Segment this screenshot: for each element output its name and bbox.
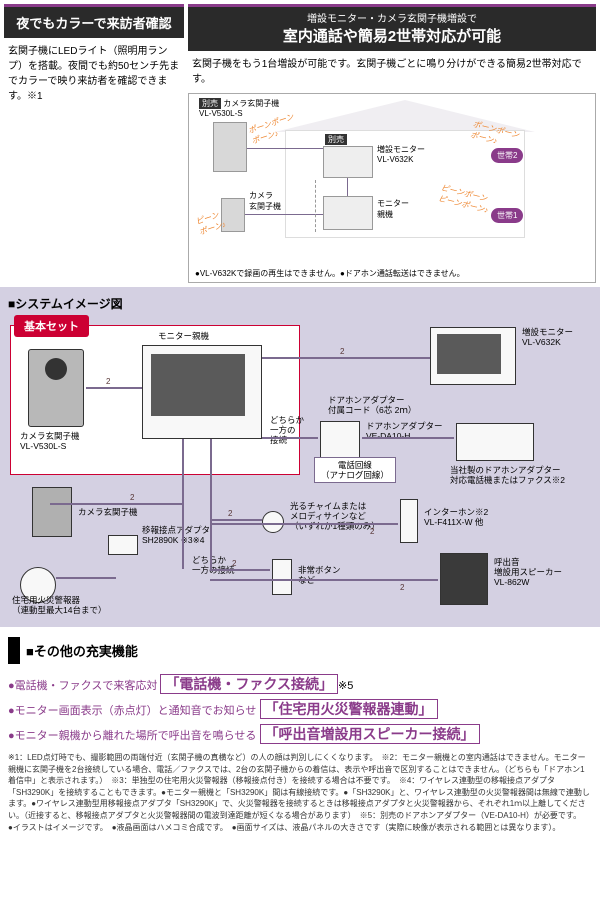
system-title: ■システムイメージ図 [8, 295, 592, 312]
sys-doorphone-label: カメラ玄関子機 VL-V530L-S [20, 431, 80, 451]
sys-ext-monitor-label: 増設モニター VL-V632K [522, 327, 573, 347]
betsubai-tag: 別売 カメラ玄関子機 VL-V530L-S [199, 98, 279, 118]
sys-chime-label: 光るチャイムまたは メロディサインなど （いずれか1種類のみ） [290, 501, 380, 532]
expansion-body: 玄関子機をもう1台増設が可能です。玄関子機ごとに鳴り分けができる簡易2世帯対応で… [188, 51, 596, 89]
doorphone2-label: カメラ 玄関子機 [249, 190, 281, 212]
feat2-pre: ●モニター画面表示（赤点灯）と通知音でお知らせ [8, 705, 256, 717]
features-heading: ■その他の充実機能 [8, 637, 592, 664]
house2-tag: 世帯2 [491, 148, 523, 163]
fine-print: ※1：LED点灯時でも、撮影範囲の両端付近（玄関子機の真横など）の人の顔は判別し… [8, 752, 592, 833]
sys-main-monitor [142, 345, 262, 439]
sys-speaker [440, 553, 488, 605]
night-body: 玄関子機にLEDライト（照明用ランプ）を搭載。夜間でも約50センチ先までカラーで… [4, 38, 184, 110]
betsubai-label: 別売 [199, 98, 221, 109]
feature-2: ●モニター画面表示（赤点灯）と通知音でお知らせ 「住宅用火災警報器連動」 [8, 699, 592, 719]
sys-fire-alarm-label: 住宅用火災警報器 （連動型最大14台まで） [12, 595, 106, 615]
betsubai-label-2: 別売 [325, 134, 347, 145]
feat3-hl: 「呼出音増設用スピーカー接続」 [260, 724, 480, 744]
sys-doorphone [28, 349, 84, 427]
main-monitor-label: モニター 親機 [377, 198, 409, 220]
ext-monitor-label: 増設モニター VL-V632K [377, 144, 425, 164]
feat1-hl: 「電話機・ファクス接続」 [160, 674, 338, 694]
main-monitor-device [323, 196, 373, 230]
ext-monitor-device [323, 146, 373, 178]
feature-1: ●電話機・ファクスで来客応対 「電話機・ファクス接続」※5 [8, 674, 592, 694]
night-color-panel: 夜でもカラーで来訪者確認 玄関子機にLEDライト（照明用ランプ）を搭載。夜間でも… [4, 4, 184, 283]
sys-adapter-cord-label: ドアホンアダプター 付属コード（6芯 2ｍ） [328, 395, 416, 415]
expansion-panel: 増設モニター・カメラ玄関子機増設で 室内通話や簡易2世帯対応が可能 玄関子機をも… [188, 4, 596, 283]
feature-3: ●モニター親機から離れた場所で呼出音を鳴らせる 「呼出音増設用スピーカー接続」 [8, 724, 592, 744]
betsubai-tag-2: 別売 [325, 134, 347, 145]
night-headline: 夜でもカラーで来訪者確認 [4, 4, 184, 38]
doorphone1-device [213, 122, 247, 172]
sys-interphone-label: インターホン※2 VL-F411X-W 他 [424, 507, 488, 527]
house-footnote: ●VL-V632Kで録画の再生はできません。●ドアホン通話転送はできません。 [195, 268, 589, 279]
sys-relay [108, 535, 138, 555]
sys-speaker-label: 呼出音 増設用スピーカー VL-862W [494, 557, 562, 588]
feat3-pre: ●モニター親機から離れた場所で呼出音を鳴らせる [8, 730, 256, 742]
sys-emergency-label: 非常ボタン など [298, 565, 341, 585]
sys-interphone [400, 499, 418, 543]
sys-main-monitor-label: モニター親機 [158, 331, 209, 341]
sys-doorphone2-label: カメラ玄関子機 [78, 507, 138, 517]
system-diagram: ■システムイメージ図 基本セット カメラ玄関子機 VL-V530L-S モニター… [0, 287, 600, 627]
house-shape: 別売 カメラ玄関子機 VL-V530L-S ポーンポーン ポーン♪ カメラ 玄関… [195, 100, 589, 240]
features-section: ■その他の充実機能 ●電話機・ファクスで来客応対 「電話機・ファクス接続」※5 … [0, 627, 600, 843]
sys-doorphone2 [32, 487, 72, 537]
feat1-pre: ●電話機・ファクスで来客応対 [8, 680, 157, 692]
house1-tag: 世帯1 [491, 208, 523, 223]
expansion-headline: 室内通話や簡易2世帯対応が可能 [283, 28, 501, 45]
sys-ext-monitor [430, 327, 516, 385]
expansion-headline-block: 増設モニター・カメラ玄関子機増設で 室内通話や簡易2世帯対応が可能 [188, 4, 596, 51]
feat1-post: ※5 [338, 680, 353, 692]
base-set-badge: 基本セット [14, 315, 89, 337]
top-row: 夜でもカラーで来訪者確認 玄関子機にLEDライト（照明用ランプ）を搭載。夜間でも… [0, 0, 600, 287]
sys-conn-one2: どちらか 一方の接続 [192, 555, 235, 575]
sys-chime [262, 511, 284, 533]
expansion-supertitle: 増設モニター・カメラ玄関子機増設で [192, 10, 592, 25]
sys-adapter-device [320, 421, 360, 461]
sys-conn-one: どちらか 一方の 接続 [270, 415, 304, 446]
house-diagram: 別売 カメラ玄関子機 VL-V530L-S ポーンポーン ポーン♪ カメラ 玄関… [188, 93, 596, 283]
sys-fax-label: 当社製のドアホンアダプター 対応電話機またはファクス※2 [450, 465, 565, 485]
sys-emergency [272, 559, 292, 595]
feat2-hl: 「住宅用火災警報器連動」 [260, 699, 438, 719]
sys-phone-line-label: 電話回線 （アナログ回線） [314, 457, 396, 483]
sys-relay-label: 移報接点アダプタ SH2890K ※3※4 [142, 525, 210, 545]
sys-fax-device [456, 423, 534, 461]
